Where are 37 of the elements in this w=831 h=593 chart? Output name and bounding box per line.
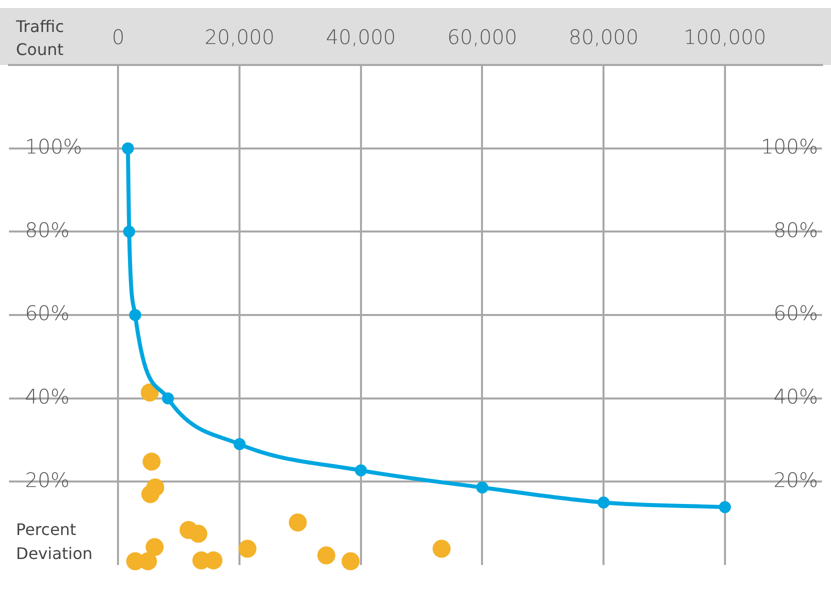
- y2-tick-label: 60%: [774, 301, 818, 326]
- y-tick-label: 40%: [25, 384, 70, 409]
- point: [123, 226, 136, 238]
- y2-tick-label: 20%: [774, 468, 818, 492]
- point: [288, 514, 307, 532]
- point: [476, 482, 488, 494]
- point: [238, 540, 256, 558]
- y-tick-label: 20%: [25, 468, 70, 492]
- point: [354, 464, 367, 476]
- point: [189, 524, 208, 543]
- x-tick-label: 80,000: [568, 25, 639, 50]
- x-tick-label: 60,000: [447, 25, 518, 50]
- x-tick-label: 40,000: [326, 25, 396, 50]
- y2-tick-label: 100%: [760, 134, 818, 159]
- y-tick-label: 60%: [25, 301, 70, 326]
- point: [140, 384, 159, 402]
- point: [234, 438, 246, 450]
- point: [122, 142, 134, 154]
- x-axis-title: Traffic Count: [15, 17, 64, 59]
- point: [432, 540, 451, 558]
- point: [141, 485, 160, 504]
- y-axis-title: Percent Deviation: [16, 520, 93, 563]
- point: [317, 546, 336, 564]
- y-tick-label: 80%: [25, 218, 70, 242]
- y2-tick-label: 40%: [774, 384, 818, 409]
- x-tick-label: 20,000: [204, 25, 275, 50]
- x-tick-label: 100,000: [684, 25, 766, 50]
- y2-tick-label: 80%: [774, 218, 818, 242]
- point: [162, 392, 174, 404]
- point: [718, 501, 731, 514]
- point: [598, 496, 610, 508]
- point: [142, 452, 161, 471]
- y-tick-label: 100%: [25, 134, 82, 159]
- point: [129, 309, 142, 321]
- point: [342, 552, 360, 570]
- x-tick-label: 0: [112, 25, 125, 50]
- point: [146, 538, 164, 556]
